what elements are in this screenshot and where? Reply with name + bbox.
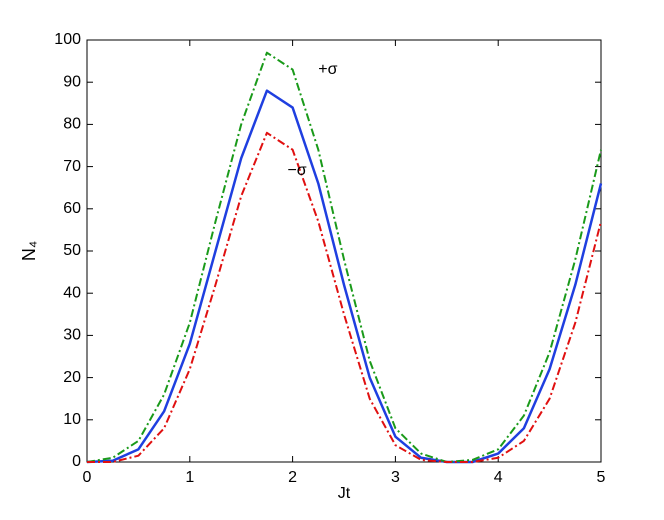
y-axis-label: N₄: [19, 241, 39, 261]
y-tick-label: 80: [63, 116, 81, 133]
y-tick-label: 20: [63, 369, 81, 386]
x-tick-label: 0: [83, 469, 92, 486]
x-tick-label: 1: [185, 469, 194, 486]
x-tick-label: 5: [597, 469, 606, 486]
y-tick-label: 100: [54, 31, 81, 48]
x-tick-label: 2: [288, 469, 297, 486]
y-tick-label: 70: [63, 158, 81, 175]
y-tick-label: 50: [63, 242, 81, 259]
series-line: [86, 89, 603, 464]
annotation: +σ: [318, 61, 337, 78]
annotation: −σ: [287, 162, 306, 179]
y-tick-label: 40: [63, 284, 81, 301]
y-tick-label: 90: [63, 73, 81, 90]
x-tick-label: 4: [494, 469, 503, 486]
y-tick-label: 0: [72, 453, 81, 470]
plot-frame: [86, 39, 602, 463]
series-line: [87, 131, 602, 463]
x-axis-label: Jt: [338, 485, 351, 502]
y-tick-label: 60: [63, 200, 81, 217]
x-tick-label: 3: [391, 469, 400, 486]
y-tick-label: 10: [63, 411, 81, 428]
y-tick-label: 30: [63, 327, 81, 344]
series-line: [86, 51, 602, 463]
